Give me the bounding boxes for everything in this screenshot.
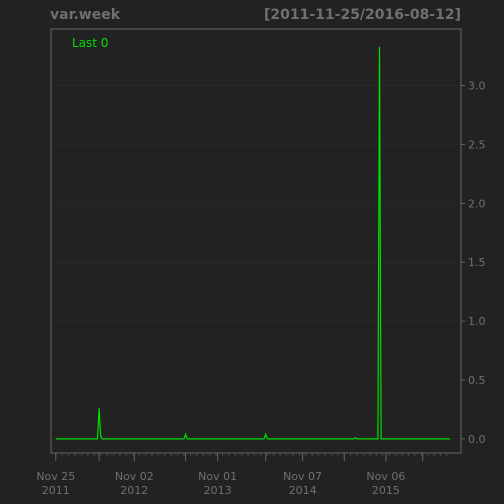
x-tick-label-month: Nov 07 (283, 470, 322, 483)
y-tick-label: 1.0 (468, 315, 486, 328)
x-tick-label-year: 2014 (289, 484, 317, 497)
x-tick-label-month: Nov 02 (115, 470, 154, 483)
y-tick-label: 3.0 (468, 80, 486, 93)
x-tick-label-year: 2011 (42, 484, 70, 497)
chart-title: var.week (50, 7, 121, 23)
x-tick-label-month: Nov 01 (198, 470, 237, 483)
grid (51, 85, 461, 440)
x-tick-label-year: 2013 (204, 484, 232, 497)
y-tick-label: 0.0 (468, 433, 486, 446)
x-tick-label-month: Nov 06 (366, 470, 405, 483)
series-line (55, 46, 450, 440)
series-layer (55, 46, 450, 440)
x-tick-label-year: 2015 (372, 484, 400, 497)
y-axis: 0.0 0.5 1.0 1.5 2.0 2.5 3.0 (461, 80, 486, 446)
x-tick-label-month: Nov 25 (36, 470, 75, 483)
y-tick-label: 2.5 (468, 138, 486, 151)
chart-date-range: [2011-11-25/2016-08-12] (264, 7, 461, 23)
y-tick-label: 1.5 (468, 256, 486, 269)
y-tick-label: 0.5 (468, 374, 486, 387)
x-tick-label-year: 2012 (120, 484, 148, 497)
plot-frame (50, 28, 462, 454)
legend-label: Last 0 (72, 36, 108, 50)
y-tick-label: 2.0 (468, 197, 486, 210)
